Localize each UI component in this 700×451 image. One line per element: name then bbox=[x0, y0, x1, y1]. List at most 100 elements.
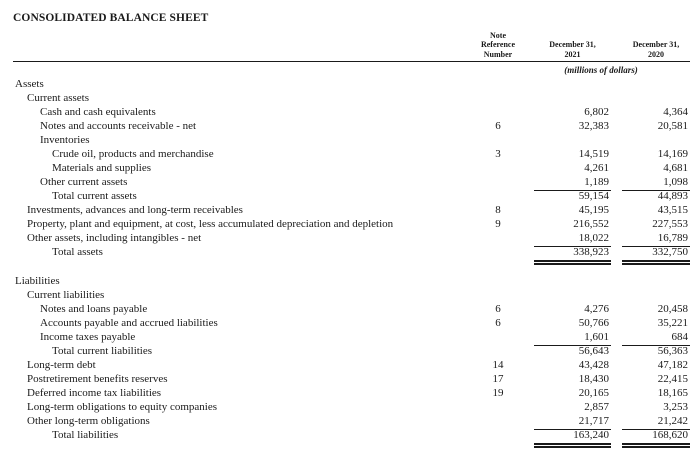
column-spacer bbox=[611, 176, 622, 191]
note-reference-value bbox=[468, 331, 528, 346]
table-row: Crude oil, products and merchandise 3 14… bbox=[13, 148, 690, 162]
value-2021: 6,802 bbox=[584, 106, 609, 118]
value-2020: 47,182 bbox=[657, 359, 688, 371]
column-spacer bbox=[611, 415, 622, 430]
column-spacer bbox=[611, 218, 622, 232]
row-label: Investments, advances and long-term rece… bbox=[27, 204, 243, 216]
header-december-31-2021: December 31, 2021 bbox=[549, 40, 596, 59]
note-reference-value bbox=[468, 415, 528, 430]
note-reference-value: 6 bbox=[495, 303, 501, 315]
value-2021 bbox=[534, 92, 611, 106]
value-2021: 338,923 bbox=[534, 246, 611, 265]
section-spacer bbox=[13, 265, 690, 275]
note-reference-value: 6 bbox=[495, 317, 501, 329]
table-row: Liabilities bbox=[13, 275, 690, 289]
column-spacer bbox=[611, 92, 622, 106]
note-reference-value bbox=[468, 429, 528, 448]
note-reference-value bbox=[468, 106, 528, 120]
note-reference-value: 19 bbox=[492, 387, 504, 399]
table-row: Total liabilities 163,240 168,620 bbox=[13, 429, 690, 448]
table-row: Long-term obligations to equity companie… bbox=[13, 401, 690, 415]
value-2020: 332,750 bbox=[622, 246, 690, 265]
table-row: Notes and loans payable 6 4,276 20,458 bbox=[13, 303, 690, 317]
note-reference-value: 9 bbox=[495, 218, 501, 230]
value-2020: 18,165 bbox=[657, 387, 688, 399]
row-label: Current assets bbox=[27, 92, 90, 104]
column-spacer bbox=[611, 120, 622, 134]
table-row: Other long-term obligations 21,717 21,24… bbox=[13, 415, 690, 430]
table-row: Other current assets 1,189 1,098 bbox=[13, 176, 690, 191]
row-label: Assets bbox=[15, 78, 44, 90]
column-spacer bbox=[611, 387, 622, 401]
table-row: Notes and accounts receivable - net 6 32… bbox=[13, 120, 690, 134]
row-label: Accounts payable and accrued liabilities bbox=[40, 317, 218, 329]
note-reference-value bbox=[468, 92, 528, 106]
value-2020: 3,253 bbox=[663, 401, 688, 413]
row-label: Property, plant and equipment, at cost, … bbox=[27, 218, 394, 230]
value-2021 bbox=[534, 275, 611, 289]
table-row: Other assets, including intangibles - ne… bbox=[13, 232, 690, 247]
note-reference-value bbox=[468, 78, 528, 92]
header-december-31-2020: December 31, 2020 bbox=[632, 40, 680, 59]
value-2021: 21,717 bbox=[534, 415, 611, 430]
row-label: Materials and supplies bbox=[52, 162, 151, 174]
document-title: CONSOLIDATED BALANCE SHEET bbox=[13, 12, 209, 24]
row-label: Income taxes payable bbox=[40, 331, 136, 343]
value-2020: 35,221 bbox=[657, 317, 688, 329]
row-label: Liabilities bbox=[15, 275, 60, 287]
table-row: Investments, advances and long-term rece… bbox=[13, 204, 690, 218]
note-reference-value bbox=[468, 162, 528, 176]
row-label: Long-term debt bbox=[27, 359, 96, 371]
value-2021: 18,022 bbox=[534, 232, 611, 247]
value-2020 bbox=[622, 134, 690, 148]
table-row: Postretirement benefits reserves 17 18,4… bbox=[13, 373, 690, 387]
value-2020: 4,681 bbox=[663, 162, 688, 174]
note-reference-value bbox=[468, 401, 528, 415]
value-2020 bbox=[622, 289, 690, 303]
value-2021: 59,154 bbox=[578, 190, 609, 202]
column-spacer bbox=[611, 359, 622, 373]
value-2020: 1,098 bbox=[622, 176, 690, 191]
column-spacer bbox=[611, 204, 622, 218]
value-2021: 1,189 bbox=[534, 176, 611, 191]
value-2021 bbox=[534, 134, 611, 148]
value-2021: 32,383 bbox=[578, 120, 609, 132]
column-spacer bbox=[611, 289, 622, 303]
note-reference-value bbox=[468, 289, 528, 303]
value-2020: 20,458 bbox=[657, 303, 688, 315]
column-spacer bbox=[611, 345, 622, 359]
value-2021: 20,165 bbox=[578, 387, 609, 399]
table-row: Total current assets 59,154 44,893 bbox=[13, 190, 690, 204]
row-label: Total current liabilities bbox=[52, 345, 153, 357]
row-label: Inventories bbox=[40, 134, 90, 146]
column-spacer bbox=[611, 429, 622, 448]
table-row: Current liabilities bbox=[13, 289, 690, 303]
value-2021: 18,430 bbox=[578, 373, 609, 385]
value-2021 bbox=[534, 289, 611, 303]
row-label: Other assets, including intangibles - ne… bbox=[27, 232, 202, 244]
value-2020: 14,169 bbox=[657, 148, 688, 160]
value-2020: 227,553 bbox=[652, 218, 688, 230]
header-note-reference-number: Note Reference Number bbox=[480, 30, 516, 59]
value-2020: 16,789 bbox=[622, 232, 690, 247]
note-reference-value bbox=[468, 134, 528, 148]
table-row: Cash and cash equivalents 6,802 4,364 bbox=[13, 106, 690, 120]
value-2021: 216,552 bbox=[573, 218, 609, 230]
row-label: Total current assets bbox=[52, 190, 137, 202]
column-spacer bbox=[611, 148, 622, 162]
table-row: Materials and supplies 4,261 4,681 bbox=[13, 162, 690, 176]
row-label: Crude oil, products and merchandise bbox=[52, 148, 214, 160]
note-reference-value: 8 bbox=[495, 204, 501, 216]
table-row: Long-term debt 14 43,428 47,182 bbox=[13, 359, 690, 373]
row-label: Long-term obligations to equity companie… bbox=[27, 401, 218, 413]
value-2021: 45,195 bbox=[578, 204, 609, 216]
row-label: Current liabilities bbox=[27, 289, 105, 301]
value-2020: 44,893 bbox=[657, 190, 688, 202]
column-spacer bbox=[611, 317, 622, 331]
value-2021: 163,240 bbox=[534, 429, 611, 448]
value-2020: 168,620 bbox=[622, 429, 690, 448]
table-row: Income taxes payable 1,601 684 bbox=[13, 331, 690, 346]
table-row: Total assets 338,923 332,750 bbox=[13, 246, 690, 265]
row-label: Notes and accounts receivable - net bbox=[40, 120, 197, 132]
